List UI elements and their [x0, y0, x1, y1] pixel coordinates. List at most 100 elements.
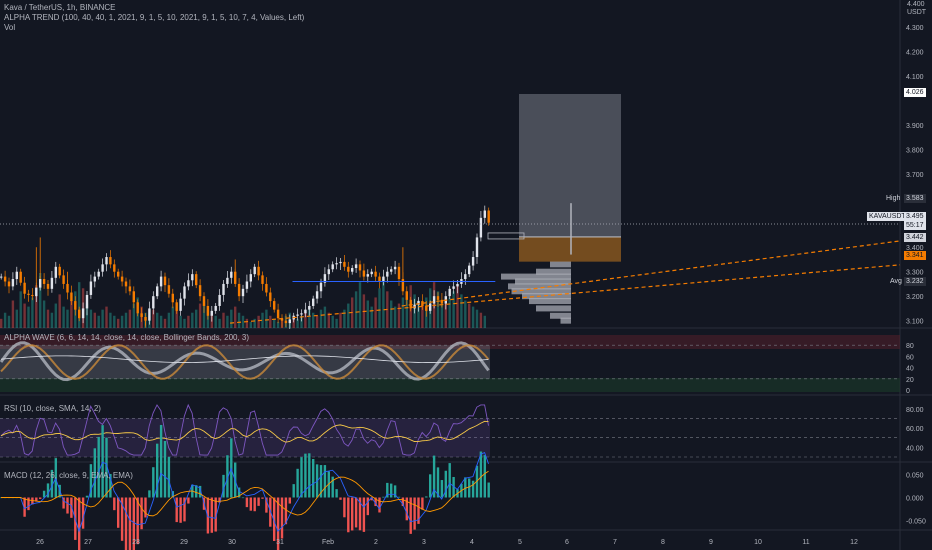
macd-histogram-bar	[273, 497, 276, 541]
time-axis[interactable]: 26 27 28 29 30 31 Feb 2 3 4 5 6 7 8 9 10 11 12	[36, 539, 858, 546]
volume-bar	[358, 282, 362, 328]
candle-body	[429, 303, 432, 311]
candle-body	[487, 210, 490, 223]
volume-profile-bar	[515, 278, 571, 285]
candle-body	[452, 286, 455, 289]
macd-histogram-bar	[440, 480, 444, 498]
volume-bar	[218, 318, 221, 328]
volume-bar	[296, 318, 299, 328]
volume-bar	[132, 303, 135, 328]
candle-body	[171, 293, 174, 303]
macd-legend[interactable]: MACD (12, 26, close, 9, EMA, EMA)	[4, 471, 133, 480]
macd-histogram-bar	[265, 497, 268, 513]
chart-legend: Kava / TetherUS, 1h, BINANCE ALPHA TREND…	[4, 3, 304, 33]
alpha-wave-pane: 80 60 40 20 0	[0, 335, 914, 395]
volume-profile-bar	[511, 288, 571, 295]
macd-histogram-bar	[97, 436, 100, 498]
candle-body	[393, 266, 397, 270]
volume-bar	[261, 312, 264, 328]
macd-histogram-bar	[327, 471, 330, 498]
volume-bar	[101, 309, 104, 328]
volume-bar	[378, 288, 381, 328]
macd-histogram-bar	[187, 497, 190, 504]
candle-body	[358, 264, 362, 271]
candle-body	[191, 274, 194, 281]
candle-body	[370, 271, 373, 275]
volume-bar	[245, 318, 249, 328]
volume-bar	[339, 312, 342, 328]
macd-histogram-bar	[323, 465, 327, 498]
macd-histogram-bar	[226, 455, 229, 498]
candle-body	[300, 313, 303, 315]
pane-tick-label: 60.00	[906, 426, 924, 433]
rsi-band	[0, 418, 490, 457]
time-tick-label: 12	[850, 539, 858, 546]
candle-body	[81, 308, 85, 319]
candle-body	[440, 299, 444, 304]
macd-histogram-bar	[436, 467, 440, 498]
macd-histogram-bar	[354, 497, 358, 528]
price-axis-unit: USDT	[907, 9, 927, 16]
symbol-title[interactable]: Kava / TetherUS, 1h, BINANCE	[4, 3, 116, 12]
time-tick-label: 5	[518, 539, 522, 546]
volume-bar	[234, 306, 237, 328]
macd-histogram-bar	[421, 497, 424, 510]
candle-body	[97, 271, 100, 277]
volume-bar	[347, 303, 350, 328]
macd-histogram-bar	[175, 497, 178, 523]
candle-body	[124, 281, 128, 287]
macd-histogram-bar	[159, 424, 163, 498]
time-tick-label: 26	[36, 539, 44, 546]
macd-histogram-bar	[144, 497, 147, 518]
price-series	[0, 205, 490, 329]
macd-histogram-bar	[66, 497, 69, 514]
volume-bar	[230, 309, 233, 328]
volume-bar	[19, 291, 22, 328]
volume-bar	[315, 315, 319, 328]
alpha-wave-legend[interactable]: ALPHA WAVE (6, 6, 14, 14, close, 14, clo…	[4, 333, 250, 342]
macd-histogram-bar	[152, 467, 155, 498]
volume-bar	[187, 315, 190, 328]
volume-bar	[15, 309, 18, 328]
alpha-basis-line	[0, 355, 489, 363]
volume-bar	[202, 300, 206, 328]
trend-lines[interactable]	[0, 223, 901, 324]
volume-bar	[273, 318, 276, 328]
candle-body	[382, 276, 385, 282]
macd-histogram-bar	[444, 470, 447, 498]
candle-body	[378, 276, 381, 282]
volume-bar	[323, 306, 327, 328]
macd-histogram-bar	[179, 497, 182, 523]
macd-histogram-bar	[362, 497, 366, 532]
volume-bar	[464, 300, 467, 328]
macd-histogram-bar	[218, 497, 221, 503]
macd-histogram-bar	[241, 497, 245, 499]
candle-body	[39, 279, 42, 288]
candle-body	[136, 302, 139, 314]
macd-histogram-bar	[257, 497, 260, 506]
volume-bar	[54, 303, 57, 328]
price-tick-label: 4.300	[906, 25, 924, 32]
macd-histogram-bar	[195, 485, 198, 498]
macd-histogram-bar	[253, 497, 256, 512]
volume-bar	[460, 294, 463, 328]
volume-bar	[448, 297, 451, 328]
volume-bar	[31, 297, 34, 328]
volume-bar	[156, 312, 159, 328]
rsi-legend[interactable]: RSI (10, close, SMA, 14, 2)	[4, 404, 101, 413]
price-axis[interactable]: 4.3004.2004.1003.9003.8003.7003.6003.500…	[906, 25, 924, 326]
alpha-trend-legend[interactable]: ALPHA TREND (100, 40, 40, 1, 2021, 9, 1,…	[4, 13, 305, 22]
candle-body	[120, 276, 124, 282]
time-tick-label: 28	[132, 539, 140, 546]
candle-body	[471, 257, 475, 266]
volume-legend[interactable]: Vol	[4, 23, 16, 32]
candle-body	[183, 286, 186, 299]
candle-body	[35, 287, 38, 297]
macd-histogram-bar	[93, 448, 96, 498]
candle-body	[27, 293, 30, 295]
volume-bar	[440, 300, 444, 328]
long-position-tool[interactable]	[487, 93, 621, 262]
volume-profile-bar	[550, 312, 571, 319]
volume-bar	[370, 306, 373, 328]
